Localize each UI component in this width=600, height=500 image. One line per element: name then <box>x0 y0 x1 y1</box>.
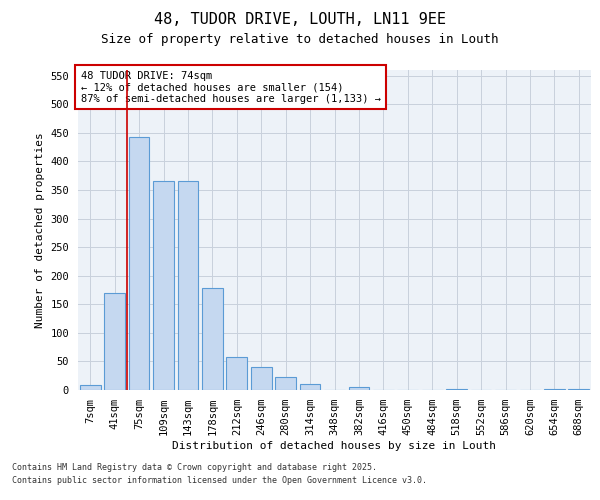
Bar <box>128 137 149 390</box>
Bar <box>104 293 125 390</box>
Bar <box>202 288 223 390</box>
Bar <box>153 182 174 390</box>
Text: Size of property relative to detached houses in Louth: Size of property relative to detached ho… <box>101 33 499 46</box>
Text: 48, TUDOR DRIVE, LOUTH, LN11 9EE: 48, TUDOR DRIVE, LOUTH, LN11 9EE <box>154 12 446 28</box>
Bar <box>80 386 101 390</box>
Bar <box>275 378 296 390</box>
Y-axis label: Number of detached properties: Number of detached properties <box>35 132 44 328</box>
Bar <box>251 367 272 390</box>
Text: Contains HM Land Registry data © Crown copyright and database right 2025.: Contains HM Land Registry data © Crown c… <box>12 462 377 471</box>
Text: 48 TUDOR DRIVE: 74sqm
← 12% of detached houses are smaller (154)
87% of semi-det: 48 TUDOR DRIVE: 74sqm ← 12% of detached … <box>80 70 380 104</box>
Bar <box>446 389 467 390</box>
Bar <box>568 389 589 390</box>
Bar <box>544 389 565 390</box>
Bar <box>299 384 320 390</box>
Bar <box>226 358 247 390</box>
X-axis label: Distribution of detached houses by size in Louth: Distribution of detached houses by size … <box>173 440 497 450</box>
Bar <box>178 182 199 390</box>
Bar <box>349 387 370 390</box>
Text: Contains public sector information licensed under the Open Government Licence v3: Contains public sector information licen… <box>12 476 427 485</box>
